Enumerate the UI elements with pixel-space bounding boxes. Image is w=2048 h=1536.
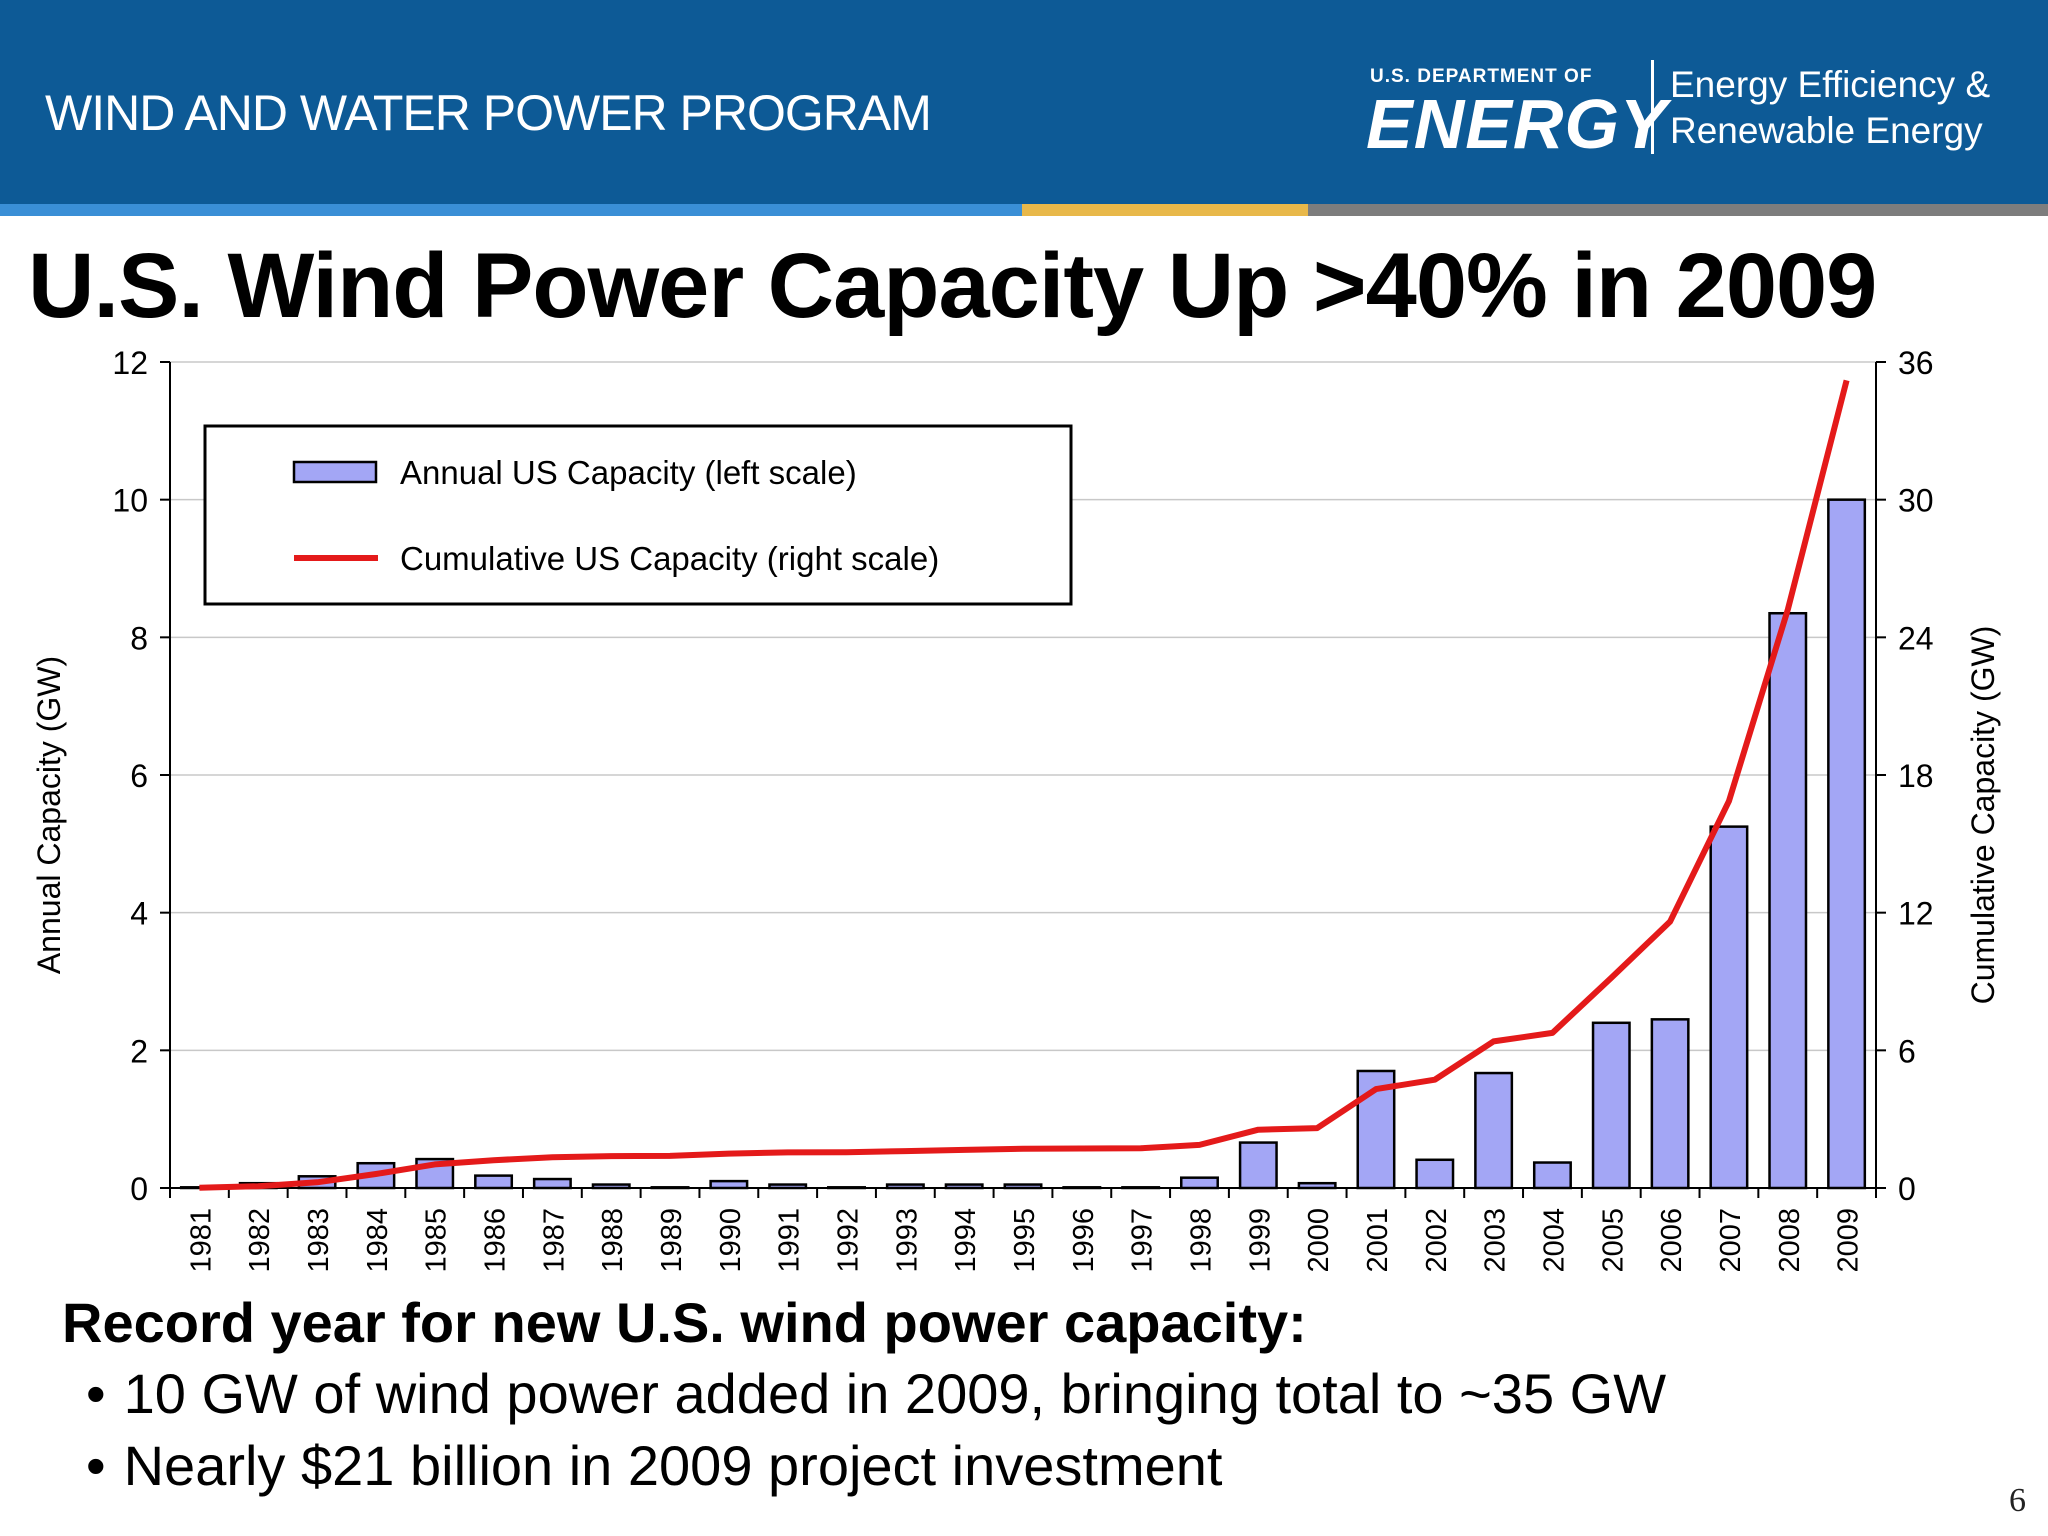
record-year-subheading: Record year for new U.S. wind power capa…	[62, 1291, 1307, 1354]
x-tick-label: 1981	[185, 1208, 217, 1273]
bar-2009	[1827, 498, 1867, 1190]
x-tick-label: 1991	[774, 1208, 806, 1273]
x-tick-label: 2005	[1597, 1208, 1629, 1273]
y2-axis-title: Cumulative Capacity (GW)	[1965, 626, 2001, 1005]
bullet-list: 10 GW of wind power added in 2009, bring…	[86, 1358, 1666, 1502]
bar-1990	[709, 1179, 749, 1190]
x-tick-label: 1997	[1127, 1208, 1159, 1273]
x-tick-label: 2003	[1480, 1208, 1512, 1273]
x-tick-label: 1995	[1009, 1208, 1041, 1273]
x-tick-label: 1987	[538, 1208, 570, 1273]
left-tick-label: 6	[130, 758, 148, 794]
bar-2006	[1650, 1018, 1690, 1190]
y-axis-title: Annual Capacity (GW)	[31, 656, 67, 974]
x-tick-label: 2001	[1362, 1208, 1394, 1273]
x-tick-label: 1988	[597, 1208, 629, 1273]
slide-title: U.S. Wind Power Capacity Up >40% in 2009	[28, 235, 1877, 337]
accent-stripe-blue	[0, 204, 1022, 216]
eere-line-2: Renewable Energy	[1670, 110, 1983, 151]
bar-2002	[1415, 1158, 1455, 1190]
x-tick-label: 1989	[656, 1208, 688, 1273]
logo-divider	[1651, 60, 1654, 154]
legend-bar-swatch	[292, 460, 378, 484]
x-tick-label: 1985	[421, 1208, 453, 1273]
right-tick-label: 24	[1898, 620, 1934, 656]
bar-2004	[1532, 1161, 1572, 1190]
x-tick-label: 2002	[1421, 1208, 1453, 1273]
left-tick-label: 4	[130, 896, 148, 932]
bar-1987	[532, 1177, 572, 1190]
x-tick-label: 1998	[1185, 1208, 1217, 1273]
accent-stripe-gray	[1308, 204, 2048, 216]
right-tick-label: 0	[1898, 1171, 1916, 1207]
doe-logo-energy: ENERGY	[1366, 85, 1668, 163]
x-tick-label: 1993	[891, 1208, 923, 1273]
bar-1998	[1179, 1176, 1219, 1190]
bar-1999	[1238, 1141, 1278, 1190]
bullet-item: 10 GW of wind power added in 2009, bring…	[86, 1358, 1666, 1430]
x-tick-label: 2009	[1833, 1208, 1865, 1273]
x-tick-label: 2000	[1303, 1208, 1335, 1273]
doe-logo-department: U.S. DEPARTMENT OF	[1370, 66, 1593, 87]
bullet-item: Nearly $21 billion in 2009 project inves…	[86, 1430, 1666, 1502]
x-tick-label: 1982	[244, 1208, 276, 1273]
x-tick-label: 2007	[1715, 1208, 1747, 1273]
right-tick-label: 6	[1898, 1033, 1916, 1069]
legend-box	[203, 424, 1073, 606]
left-tick-label: 2	[130, 1033, 148, 1069]
left-tick-label: 8	[130, 620, 148, 656]
eere-logo-text: Energy Efficiency & Renewable Energy	[1670, 62, 1990, 154]
x-tick-label: 2008	[1774, 1208, 1806, 1273]
right-tick-label: 30	[1898, 483, 1934, 519]
x-tick-label: 1994	[950, 1208, 982, 1273]
bar-2008	[1768, 611, 1808, 1190]
cumulative-capacity-line	[199, 379, 1850, 1191]
legend-line-label: Cumulative US Capacity (right scale)	[400, 540, 939, 577]
legend-bar-label: Annual US Capacity (left scale)	[400, 454, 857, 491]
x-tick-label: 1996	[1068, 1208, 1100, 1273]
x-tick-label: 2006	[1656, 1208, 1688, 1273]
header-band: WIND AND WATER POWER PROGRAM U.S. DEPART…	[0, 0, 2048, 204]
left-tick-label: 0	[130, 1171, 148, 1207]
bar-2005	[1591, 1021, 1631, 1190]
bar-2003	[1474, 1071, 1514, 1190]
right-tick-label: 18	[1898, 758, 1934, 794]
right-tick-label: 36	[1898, 345, 1934, 381]
x-tick-label: 1992	[833, 1208, 865, 1273]
program-title: WIND AND WATER POWER PROGRAM	[45, 85, 932, 141]
left-tick-label: 10	[112, 483, 148, 519]
x-tick-label: 2004	[1538, 1208, 1570, 1273]
right-tick-label: 12	[1898, 896, 1934, 932]
x-tick-label: 1990	[715, 1208, 747, 1273]
x-tick-label: 1984	[362, 1208, 394, 1273]
accent-stripe-gold	[1022, 204, 1308, 216]
page-number: 6	[2009, 1482, 2026, 1519]
x-tick-label: 1983	[303, 1208, 335, 1273]
x-tick-label: 1999	[1244, 1208, 1276, 1273]
x-tick-label: 1986	[480, 1208, 512, 1273]
left-tick-label: 12	[112, 345, 148, 381]
bar-1986	[474, 1174, 514, 1190]
eere-line-1: Energy Efficiency &	[1670, 64, 1991, 105]
bar-2007	[1709, 825, 1749, 1190]
